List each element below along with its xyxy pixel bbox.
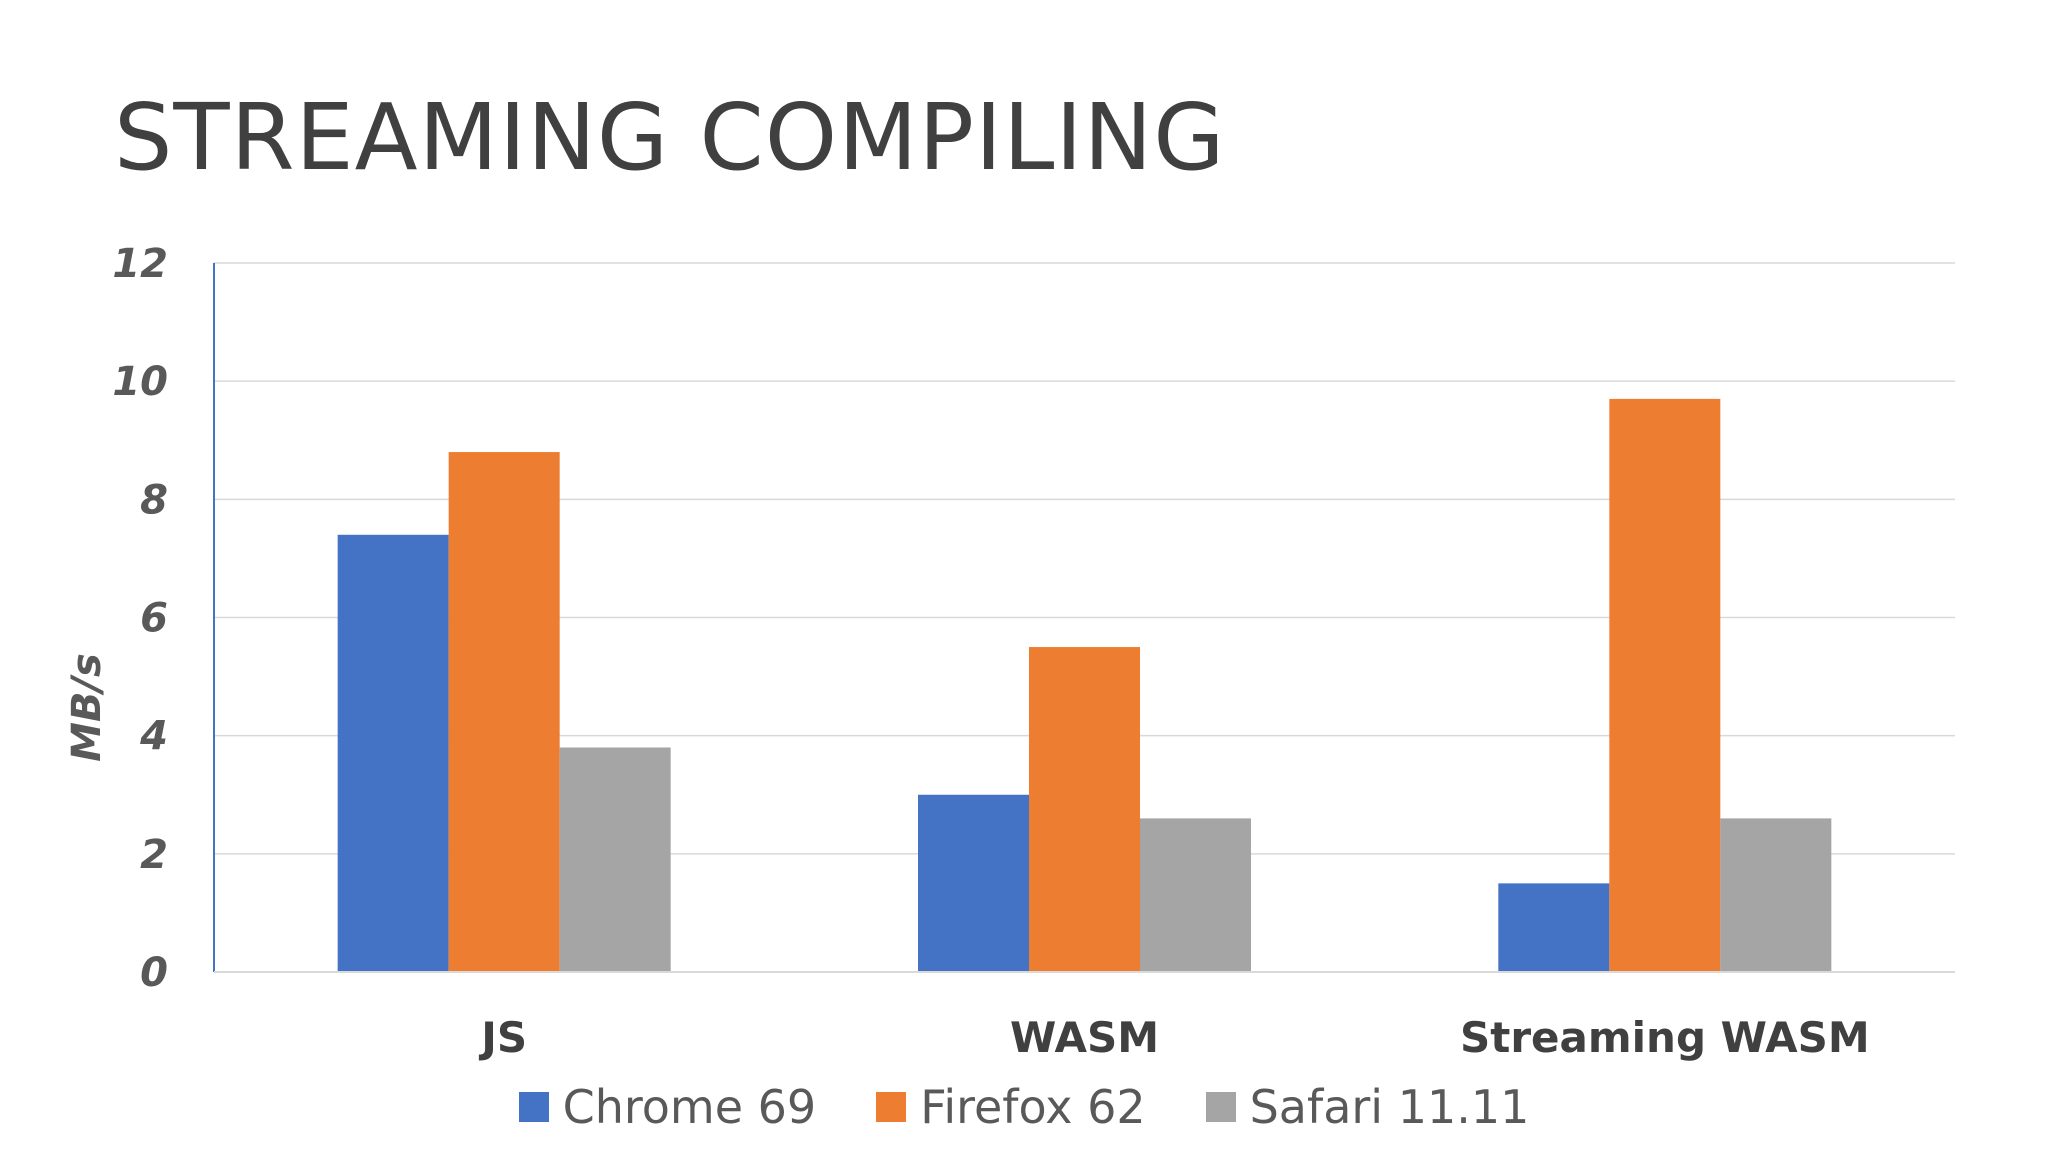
- legend-swatch: [518, 1092, 549, 1122]
- bar-firefox-62-js: [448, 452, 560, 973]
- bar-chrome-69-wasm: [918, 794, 1029, 972]
- bar-safari-11-11-wasm: [1140, 818, 1251, 972]
- category-label: JS: [478, 1013, 527, 1062]
- y-axis-title: MB/s: [64, 653, 110, 762]
- bar-chrome-69-streaming-wasm: [1498, 883, 1610, 972]
- category-label: Streaming WASM: [1460, 1013, 1870, 1062]
- y-tick-label: 8: [140, 477, 168, 523]
- category-labels: JS WASM Streaming WASM: [478, 1013, 1869, 1062]
- legend-label: Safari 11.11: [1249, 1080, 1530, 1134]
- y-tick-labels: 0 2 4 6 8 10 12: [112, 241, 168, 996]
- bar-safari-11-11-streaming-wasm: [1720, 818, 1832, 972]
- bar-firefox-62-streaming-wasm: [1609, 398, 1721, 972]
- y-tick-label: 0: [140, 950, 168, 996]
- legend-label: Chrome 69: [562, 1080, 817, 1134]
- legend-swatch: [1205, 1092, 1236, 1122]
- axes: [213, 263, 1955, 973]
- category-label: WASM: [1010, 1013, 1159, 1062]
- bars: [337, 398, 1832, 973]
- bar-chrome-69-js: [337, 534, 449, 972]
- bar-firefox-62-wasm: [1029, 647, 1140, 972]
- y-tick-label: 2: [140, 832, 168, 878]
- legend-item: Chrome 69: [518, 1080, 817, 1134]
- bar-safari-11-11-js: [559, 747, 671, 972]
- legend-label: Firefox 62: [920, 1080, 1146, 1134]
- legend: Chrome 69 Firefox 62 Safari 11.11: [0, 1080, 2048, 1134]
- legend-item: Firefox 62: [876, 1080, 1146, 1134]
- y-tick-label: 10: [112, 359, 168, 405]
- slide-title: STREAMING COMPILING: [114, 84, 1226, 191]
- bar-chart: 0 2 4 6 8 10 12 JS WASM Streaming WASM MB/s: [64, 241, 1955, 1062]
- y-tick-label: 12: [112, 241, 168, 287]
- legend-item: Safari 11.11: [1205, 1080, 1530, 1134]
- legend-swatch: [876, 1092, 907, 1122]
- y-tick-label: 6: [140, 596, 168, 642]
- y-tick-label: 4: [139, 714, 168, 760]
